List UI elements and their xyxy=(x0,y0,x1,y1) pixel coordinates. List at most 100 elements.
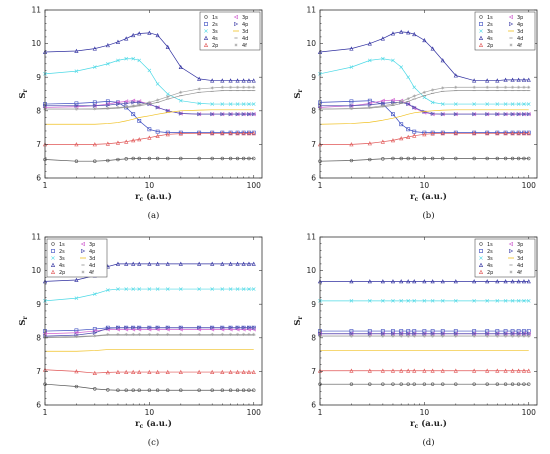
data-point-4f xyxy=(454,334,458,338)
data-point-4f xyxy=(210,86,214,90)
series-line-4s xyxy=(44,32,254,81)
series-3s xyxy=(318,299,531,303)
legend-label: 1s xyxy=(59,242,65,248)
data-point-2s xyxy=(178,130,183,135)
data-point-4f xyxy=(137,103,141,107)
data-point-2s xyxy=(247,130,251,135)
data-point-3s xyxy=(137,287,142,291)
data-point-2p xyxy=(155,369,160,374)
data-point-4s xyxy=(220,261,225,266)
data-point-4s xyxy=(235,78,240,83)
data-point-4p xyxy=(220,112,225,117)
data-point-1s xyxy=(472,382,476,386)
data-point-4p xyxy=(137,325,142,330)
legend-box xyxy=(46,238,108,278)
data-point-4s xyxy=(503,77,508,82)
series-line-4s xyxy=(44,263,254,282)
data-point-1s xyxy=(399,382,403,386)
data-point-4p xyxy=(430,111,435,116)
data-point-4s xyxy=(380,36,385,41)
legend-entry-1s: 1s xyxy=(51,242,65,248)
data-point-4p xyxy=(210,325,215,330)
legend-swatch xyxy=(234,43,238,47)
data-point-4s xyxy=(131,32,136,38)
data-point-4p xyxy=(197,112,202,117)
data-point-3s xyxy=(485,102,490,106)
data-point-2p xyxy=(503,131,508,136)
legend-entry-4s: 4s xyxy=(50,262,65,269)
data-point-1s xyxy=(137,388,141,392)
data-point-1s xyxy=(430,156,435,161)
data-point-4f xyxy=(431,88,435,92)
data-point-4p xyxy=(105,326,111,331)
data-point-2p xyxy=(137,369,142,374)
data-point-4s xyxy=(422,37,427,43)
series-3d xyxy=(45,349,254,352)
data-point-2p xyxy=(92,370,97,375)
data-point-1s xyxy=(422,156,427,161)
data-point-2s xyxy=(349,99,354,104)
data-point-4f xyxy=(399,99,403,103)
data-point-4p xyxy=(495,112,500,117)
data-point-3s xyxy=(220,287,225,291)
data-point-4s xyxy=(228,78,233,83)
data-point-4f xyxy=(147,100,151,104)
x-tick-label: 1 xyxy=(43,181,48,190)
data-point-4f xyxy=(381,104,385,108)
data-point-3s xyxy=(349,299,354,303)
data-point-2p xyxy=(367,141,372,146)
data-point-4f xyxy=(247,85,251,89)
data-point-4s xyxy=(228,261,233,266)
data-point-4f xyxy=(510,334,515,338)
legend-label: 4s xyxy=(487,36,493,42)
data-point-3s xyxy=(155,82,160,86)
data-point-3s xyxy=(147,287,152,291)
data-point-4f xyxy=(485,85,489,89)
data-point-2s xyxy=(412,129,417,134)
data-point-2s xyxy=(522,130,526,135)
legend-label: 3d xyxy=(517,29,523,35)
data-point-4f xyxy=(106,106,110,110)
data-point-4s xyxy=(137,261,142,266)
legend-label: 4s xyxy=(487,263,493,269)
data-point-4p xyxy=(453,112,459,117)
data-point-3s xyxy=(210,102,215,106)
y-axis-label: Sr xyxy=(293,316,304,326)
data-point-2p xyxy=(406,134,411,139)
y-axis-label: Sr xyxy=(293,89,304,99)
y-tick-label: 6 xyxy=(36,174,41,183)
data-point-4s xyxy=(197,76,202,81)
data-point-3s xyxy=(228,102,233,106)
data-point-3s xyxy=(106,288,110,292)
data-point-2p xyxy=(197,369,202,374)
data-point-1s xyxy=(381,382,385,386)
legend-swatch xyxy=(204,22,208,26)
legend-swatch xyxy=(203,42,209,47)
series-line-3d xyxy=(319,109,529,125)
series-2p xyxy=(317,131,531,147)
data-point-1s xyxy=(412,382,416,386)
legend-entry-2s: 2s xyxy=(204,22,218,28)
data-point-2s xyxy=(516,130,521,135)
data-point-3s xyxy=(510,299,515,303)
data-point-4f xyxy=(510,85,515,89)
legend-label: 3s xyxy=(487,256,493,262)
data-point-3s xyxy=(235,287,240,291)
legend-entry-4d: 4d xyxy=(234,36,248,42)
data-point-4f xyxy=(527,334,531,338)
legend-swatch xyxy=(50,262,56,267)
data-point-4s xyxy=(440,279,445,284)
data-point-3s xyxy=(381,56,385,61)
data-point-1s xyxy=(228,388,233,392)
legend-entry-3s: 3s xyxy=(479,29,493,35)
legend-label: 3s xyxy=(487,29,493,35)
legend-swatch xyxy=(478,42,484,47)
data-point-4s xyxy=(503,279,508,284)
data-point-4s xyxy=(390,31,396,36)
legend-label: 4d xyxy=(242,36,248,42)
data-point-2p xyxy=(367,368,372,373)
data-point-2p xyxy=(220,131,225,136)
data-point-4f xyxy=(220,85,224,89)
data-point-3s xyxy=(178,287,183,291)
legend-swatch xyxy=(204,29,208,33)
